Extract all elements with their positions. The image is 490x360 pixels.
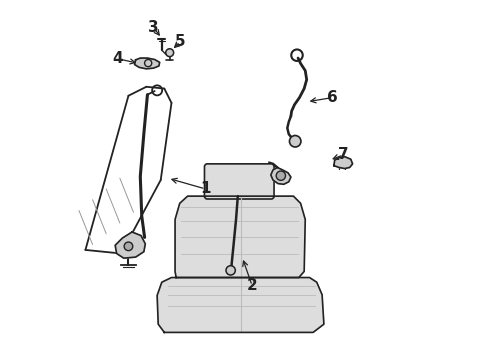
Polygon shape	[334, 157, 353, 168]
Circle shape	[226, 266, 235, 275]
Circle shape	[166, 49, 173, 57]
Circle shape	[276, 171, 286, 180]
Polygon shape	[115, 232, 146, 258]
Text: 6: 6	[327, 90, 338, 105]
Polygon shape	[271, 167, 291, 184]
Text: 5: 5	[175, 35, 186, 49]
Text: 7: 7	[338, 147, 349, 162]
Text: 4: 4	[112, 51, 123, 66]
Polygon shape	[135, 58, 160, 69]
Circle shape	[124, 242, 133, 251]
Text: 3: 3	[148, 20, 159, 35]
Text: 1: 1	[200, 181, 211, 197]
Polygon shape	[157, 278, 324, 332]
FancyBboxPatch shape	[204, 164, 274, 199]
Polygon shape	[175, 196, 305, 278]
Circle shape	[290, 135, 301, 147]
Text: 2: 2	[247, 278, 258, 293]
